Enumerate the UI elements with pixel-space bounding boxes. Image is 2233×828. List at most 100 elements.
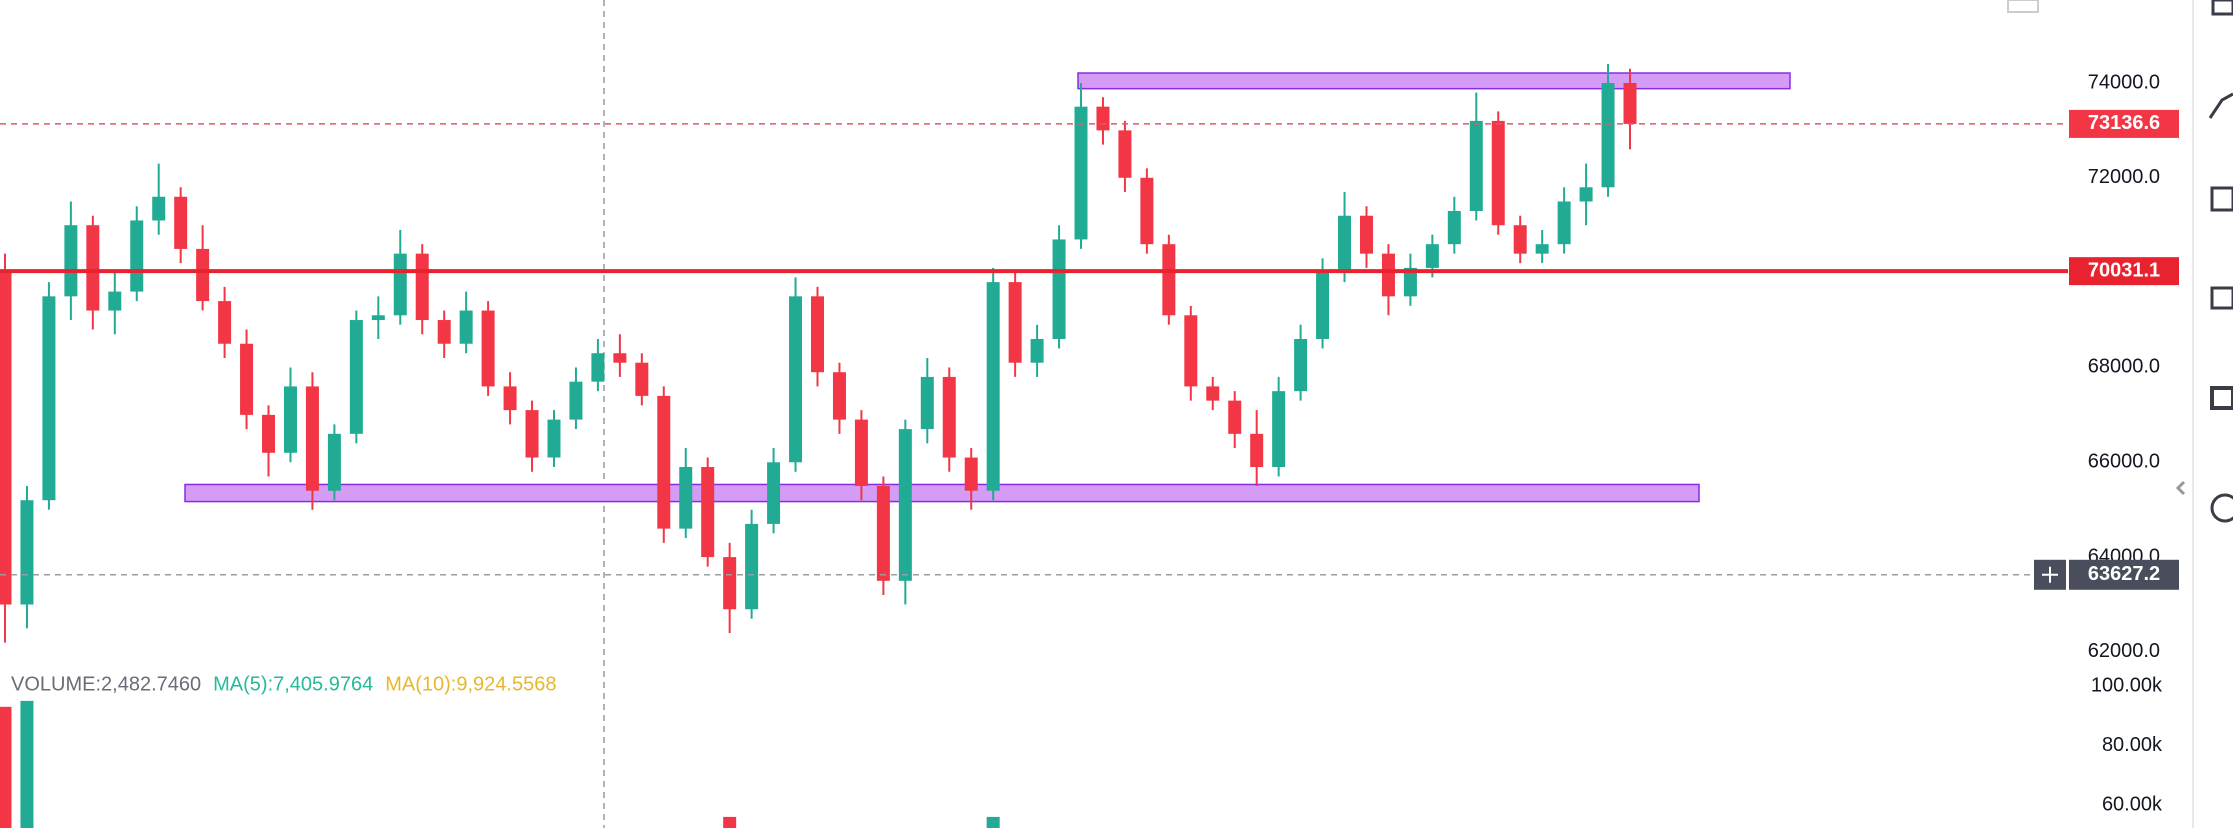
collapse-arrow[interactable] <box>2175 480 2186 496</box>
candle-body <box>701 467 715 558</box>
candle-body <box>108 291 122 311</box>
price-label: 63627.2 <box>2088 563 2160 585</box>
price-label-box <box>2069 257 2179 286</box>
icon[interactable] <box>2007 0 2039 13</box>
y-tick-label: 72000.0 <box>2088 166 2160 188</box>
candle-body <box>613 353 627 363</box>
volume-bar <box>986 816 1000 828</box>
price-zone <box>184 483 1700 503</box>
candle-body <box>152 196 166 221</box>
icon[interactable] <box>2210 386 2233 410</box>
candle-body <box>130 220 144 292</box>
candle-body <box>327 433 341 491</box>
candle-body <box>876 485 890 581</box>
volume-legend: MA(10):9,924.5568 <box>385 673 556 695</box>
candle-body <box>1557 201 1571 245</box>
candle-body <box>503 386 517 411</box>
candle-body <box>262 414 276 453</box>
candle-body <box>789 296 803 463</box>
candle-body <box>459 310 473 344</box>
icon[interactable] <box>2208 92 2233 119</box>
candle-body <box>218 301 232 344</box>
candle-body <box>854 419 868 486</box>
candle-body <box>196 248 210 302</box>
candle-body <box>1206 386 1220 401</box>
candle-body <box>1052 239 1066 340</box>
candle-body <box>1513 225 1527 254</box>
candle-body <box>986 282 1000 491</box>
y-tick-label: 68000.0 <box>2088 356 2160 378</box>
candle-body <box>393 253 407 316</box>
candle-body <box>1359 215 1373 254</box>
candle-body <box>1162 244 1176 316</box>
candle-body <box>174 196 188 249</box>
volume-legend: VOLUME:2,482.7460 <box>11 673 201 695</box>
candle-body <box>811 296 824 373</box>
price-label: 73136.6 <box>2088 112 2160 134</box>
candle-body <box>1228 400 1242 434</box>
icon[interactable] <box>2210 186 2233 212</box>
sidebar-icons <box>2007 0 2233 523</box>
candle-body <box>64 225 78 297</box>
candle-body <box>1381 253 1395 297</box>
candle-body <box>1272 391 1286 468</box>
candle-body <box>1074 106 1088 240</box>
y-tick-label: 62000.0 <box>2088 640 2160 662</box>
candle-body <box>1491 120 1505 226</box>
candle-body <box>569 381 583 420</box>
candle-body <box>745 523 759 610</box>
candle-body <box>832 372 846 420</box>
candle-body <box>42 296 56 501</box>
candle-body <box>679 467 693 529</box>
price-label-box <box>2069 559 2179 590</box>
candle-body <box>920 376 934 430</box>
candle-body <box>525 410 539 458</box>
candle-body <box>1250 433 1264 468</box>
candle-body <box>635 362 649 396</box>
candle-body <box>86 225 100 311</box>
icon[interactable] <box>2210 286 2233 310</box>
y-tick-label: 66000.0 <box>2088 451 2160 473</box>
candle-body <box>1338 215 1352 273</box>
candle-body <box>898 429 912 581</box>
candle-body <box>437 320 451 344</box>
volume-bar <box>723 816 737 828</box>
candle-body <box>657 395 671 529</box>
candle-body <box>283 386 297 453</box>
candle-body <box>1096 106 1110 131</box>
candle-body <box>240 343 254 415</box>
icon[interactable] <box>2210 493 2233 523</box>
candle-body <box>1118 130 1132 178</box>
candle-body <box>371 315 385 321</box>
candle-body <box>20 500 34 605</box>
candle-body <box>1294 339 1308 392</box>
candle-body <box>1403 267 1417 297</box>
candle-body <box>1469 120 1483 211</box>
candle-body <box>1140 177 1154 245</box>
volume-bars <box>0 700 1000 828</box>
candle-body <box>1008 282 1022 363</box>
y-tick-label: 74000.0 <box>2088 71 2160 93</box>
candle-body <box>1535 244 1549 254</box>
candle-body <box>0 272 12 605</box>
candle-body <box>1184 315 1198 387</box>
candle-body <box>305 386 319 491</box>
candle-body <box>415 253 429 321</box>
price-zone <box>1077 72 1791 90</box>
icon[interactable] <box>2211 0 2233 16</box>
candle-body <box>767 462 781 524</box>
plus-icon <box>2042 566 2058 583</box>
candle-body <box>1316 272 1330 340</box>
volume-tick-label: 100.00k <box>2091 674 2163 696</box>
volume-legend: MA(5):7,405.9764 <box>213 673 373 695</box>
candle-body <box>964 457 978 491</box>
candle-body <box>591 353 605 382</box>
price-label: 70031.1 <box>2088 259 2160 281</box>
candle-body <box>481 310 495 387</box>
candle-body <box>1030 339 1044 363</box>
candle-body <box>1623 82 1637 124</box>
price-label-box <box>2069 109 2179 138</box>
candle-body <box>1579 187 1593 202</box>
